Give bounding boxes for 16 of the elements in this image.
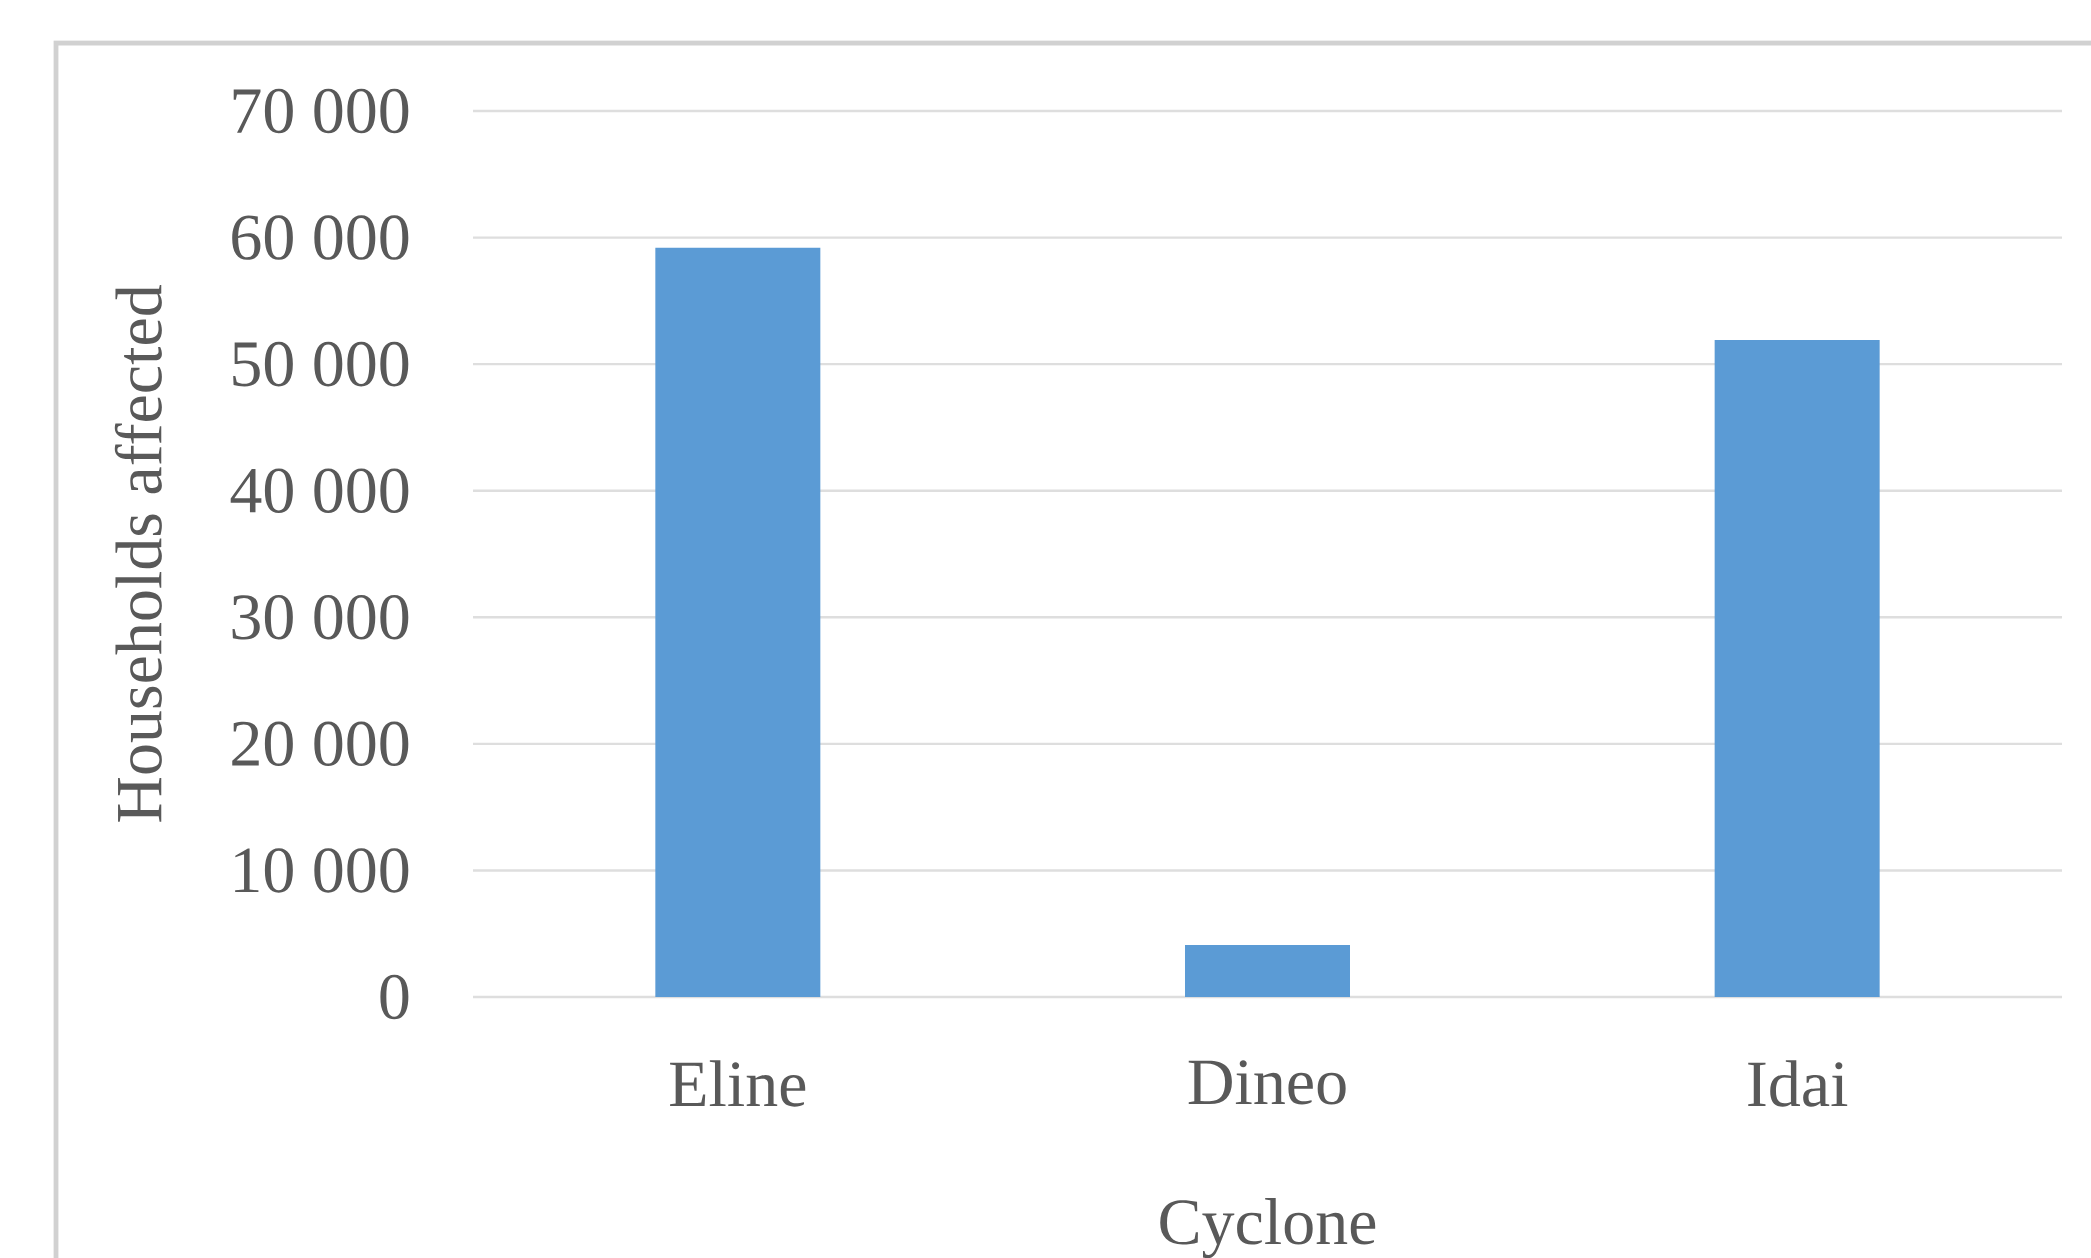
bar — [655, 247, 821, 998]
y-tick-label: 10 000 — [235, 848, 409, 893]
x-tick-label: Idai — [1748, 1060, 1848, 1107]
bar — [1185, 945, 1350, 998]
y-axis-title: Households affected — [114, 285, 162, 822]
y-tick-label: 0 — [380, 974, 409, 1020]
y-tick-label: 70 000 — [233, 88, 409, 134]
y-tick-label: 40 000 — [230, 468, 409, 513]
y-tick-label: 60 000 — [232, 215, 409, 260]
y-tick-label: 30 000 — [232, 595, 409, 640]
x-tick-label: Dineo — [1188, 1060, 1346, 1105]
y-tick-label: 20 000 — [232, 721, 409, 767]
x-tick-label: Eline — [670, 1060, 806, 1107]
bar — [1714, 340, 1880, 998]
x-axis-title: Cyclone — [1160, 1198, 1376, 1258]
y-tick-label: 50 000 — [233, 341, 409, 387]
